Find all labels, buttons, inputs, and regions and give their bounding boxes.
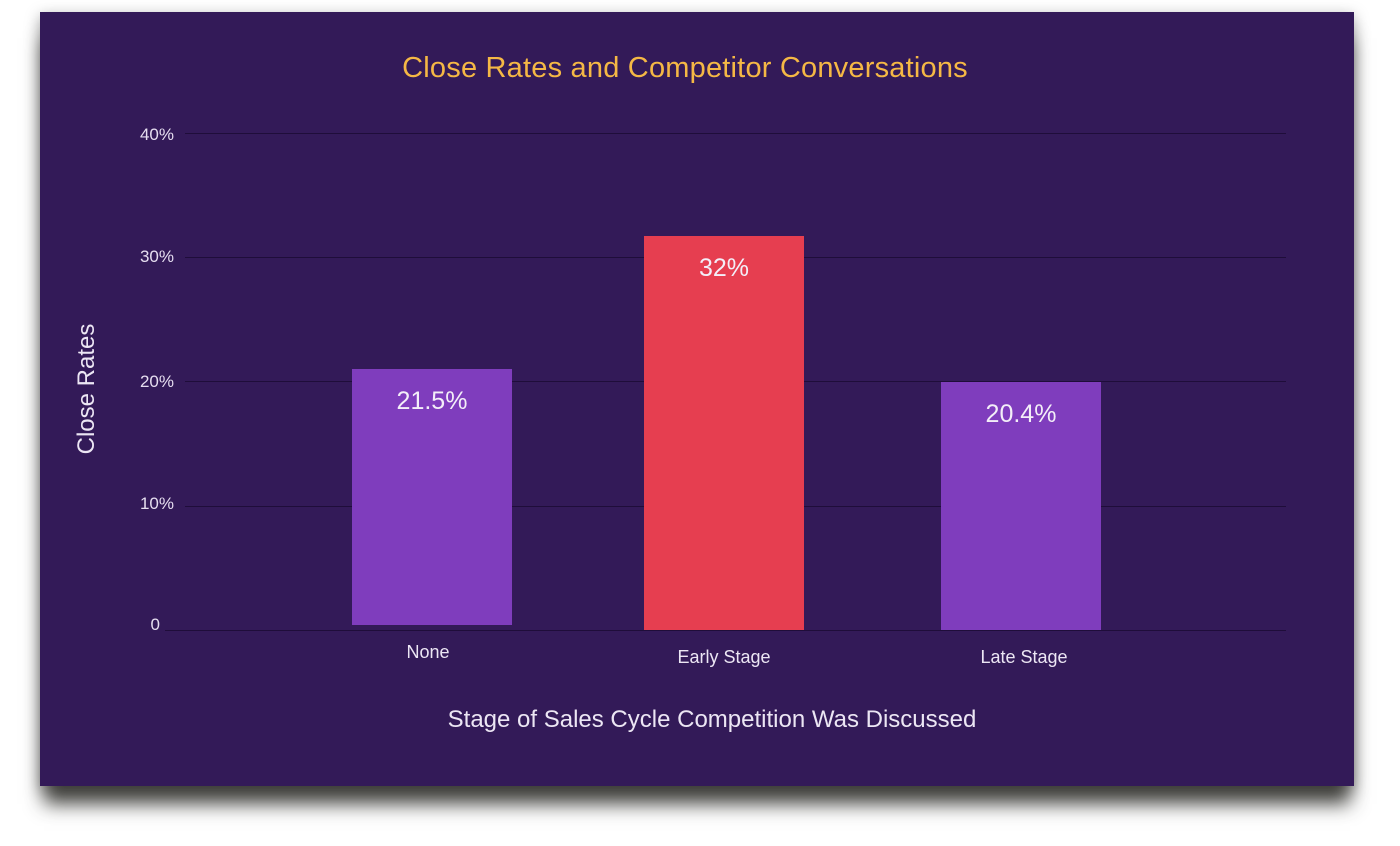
chart-title: Close Rates and Competitor Conversations — [402, 52, 968, 84]
x-tick-early-stage: Early Stage — [677, 647, 771, 667]
y-tick-40: 40% — [139, 125, 174, 144]
chart-panel: Close Rates and Competitor Conversations… — [40, 12, 1354, 786]
x-tick-late-stage: Late Stage — [980, 647, 1068, 667]
bar-value-label: 20.4% — [985, 400, 1057, 428]
gridline-40 — [185, 133, 1286, 134]
x-axis-label: Stage of Sales Cycle Competition Was Dis… — [447, 706, 977, 733]
bar-late-stage: 20.4% — [941, 382, 1101, 630]
y-tick-10: 10% — [139, 494, 174, 513]
bar-value-label: 21.5% — [396, 387, 468, 415]
baseline — [165, 630, 1286, 631]
bar-early-stage: 32% — [644, 236, 804, 630]
bar-value-label: 32% — [698, 254, 750, 282]
bar-none: 21.5% — [352, 369, 512, 625]
y-tick-20: 20% — [139, 372, 174, 391]
y-tick-30: 30% — [139, 247, 174, 266]
y-tick-0: 0 — [150, 615, 160, 634]
x-tick-none: None — [406, 642, 450, 662]
y-axis-label: Close Rates — [73, 323, 100, 455]
